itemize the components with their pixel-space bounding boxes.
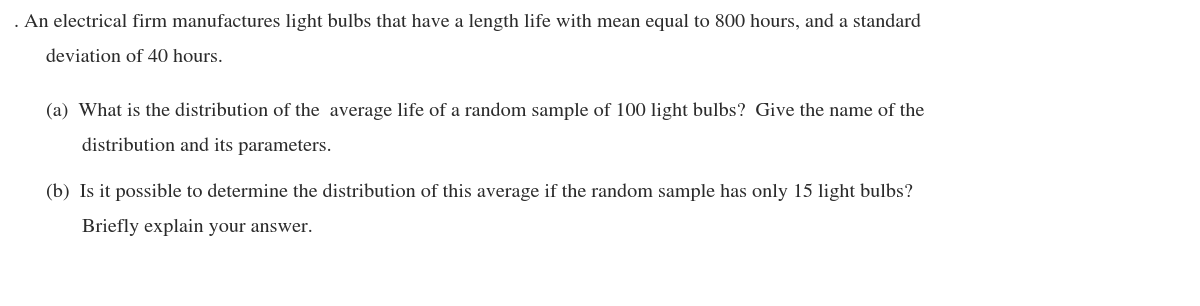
Text: (b)  Is it possible to determine the distribution of this average if the random : (b) Is it possible to determine the dist… bbox=[46, 184, 912, 201]
Text: . An electrical firm manufactures light bulbs that have a length life with mean : . An electrical firm manufactures light … bbox=[14, 14, 922, 32]
Text: (a)  What is the distribution of the  average life of a random sample of 100 lig: (a) What is the distribution of the aver… bbox=[46, 103, 924, 120]
Text: distribution and its parameters.: distribution and its parameters. bbox=[82, 138, 331, 155]
Text: deviation of 40 hours.: deviation of 40 hours. bbox=[46, 49, 222, 66]
Text: Briefly explain your answer.: Briefly explain your answer. bbox=[82, 219, 312, 236]
